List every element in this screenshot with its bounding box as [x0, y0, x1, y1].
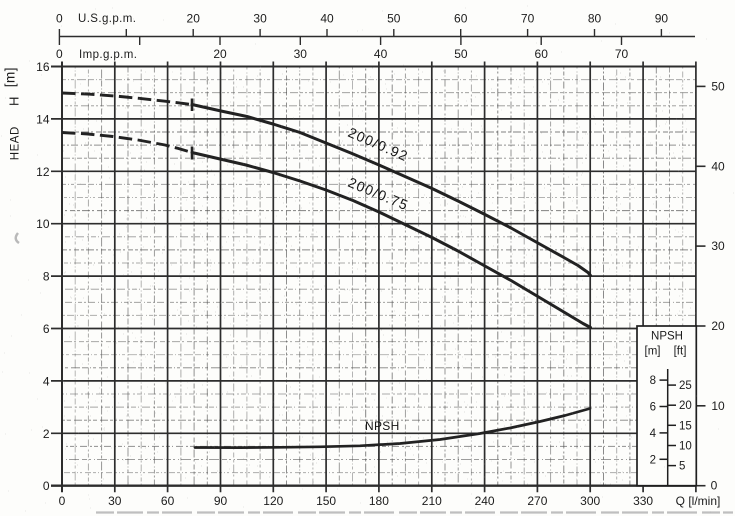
svg-text:14: 14	[36, 112, 50, 126]
svg-text:20: 20	[187, 12, 201, 26]
svg-text:[m]: [m]	[645, 346, 661, 358]
svg-text:210: 210	[422, 494, 442, 508]
svg-text:20: 20	[679, 400, 692, 412]
svg-text:60: 60	[454, 12, 468, 26]
svg-text:Q [l/min]: Q [l/min]	[676, 494, 721, 508]
svg-text:10: 10	[711, 399, 725, 413]
svg-text:90: 90	[214, 494, 228, 508]
svg-text:25: 25	[679, 380, 692, 392]
svg-text:40: 40	[711, 159, 725, 173]
svg-text:50: 50	[454, 47, 468, 61]
svg-text:50: 50	[387, 12, 401, 26]
svg-text:70: 70	[521, 12, 535, 26]
svg-text:50: 50	[711, 79, 725, 93]
svg-text:80: 80	[588, 12, 602, 26]
svg-text:150: 150	[316, 494, 336, 508]
svg-text:0: 0	[43, 479, 50, 493]
svg-text:0: 0	[59, 494, 66, 508]
svg-text:0: 0	[56, 47, 63, 61]
svg-text:0: 0	[56, 12, 63, 26]
svg-text:30: 30	[108, 494, 122, 508]
svg-text:HEAD: HEAD	[10, 126, 22, 160]
svg-text:60: 60	[161, 494, 175, 508]
svg-text:10: 10	[679, 441, 692, 453]
svg-text:8: 8	[43, 270, 50, 284]
svg-text:2: 2	[650, 454, 656, 466]
svg-text:8: 8	[650, 375, 656, 387]
svg-text:40: 40	[374, 47, 388, 61]
svg-text:12: 12	[36, 165, 50, 179]
svg-text:0: 0	[711, 479, 718, 493]
svg-text:H: H	[7, 97, 22, 106]
svg-text:30: 30	[711, 239, 725, 253]
svg-text:180: 180	[369, 494, 389, 508]
svg-text:30: 30	[294, 47, 308, 61]
svg-text:4: 4	[650, 428, 657, 440]
svg-text:70: 70	[615, 47, 629, 61]
svg-text:330: 330	[633, 494, 653, 508]
svg-text:NPSH: NPSH	[365, 419, 400, 433]
svg-text:[ft]: [ft]	[674, 346, 687, 358]
svg-text:2: 2	[43, 427, 50, 441]
svg-text:Imp.g.p.m.: Imp.g.p.m.	[79, 49, 137, 61]
svg-text:6: 6	[43, 322, 50, 336]
svg-text:30: 30	[253, 12, 267, 26]
svg-text:300: 300	[580, 494, 600, 508]
svg-text:U.S.g.p.m.: U.S.g.p.m.	[78, 13, 136, 25]
svg-text:4: 4	[43, 374, 50, 388]
svg-text:[m]: [m]	[3, 67, 18, 87]
svg-text:5: 5	[679, 461, 685, 473]
svg-text:60: 60	[535, 47, 549, 61]
svg-text:270: 270	[527, 494, 547, 508]
svg-text:16: 16	[36, 60, 50, 74]
svg-text:20: 20	[711, 319, 725, 333]
svg-text:10: 10	[36, 217, 50, 231]
svg-text:20: 20	[213, 47, 227, 61]
svg-text:120: 120	[263, 494, 283, 508]
svg-text:15: 15	[679, 420, 692, 432]
svg-text:6: 6	[650, 402, 656, 414]
svg-text:240: 240	[475, 494, 495, 508]
svg-text:90: 90	[655, 12, 669, 26]
svg-text:NPSH: NPSH	[651, 331, 683, 343]
svg-text:40: 40	[320, 12, 334, 26]
